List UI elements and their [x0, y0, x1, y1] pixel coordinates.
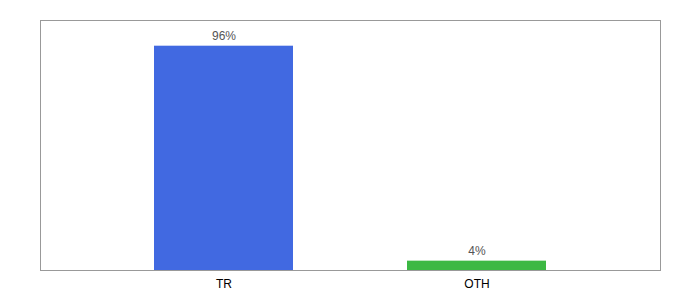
svg-text:96%: 96%: [212, 29, 236, 43]
svg-text:4%: 4%: [468, 244, 486, 258]
svg-text:OTH: OTH: [464, 277, 489, 291]
svg-text:TR: TR: [216, 277, 232, 291]
